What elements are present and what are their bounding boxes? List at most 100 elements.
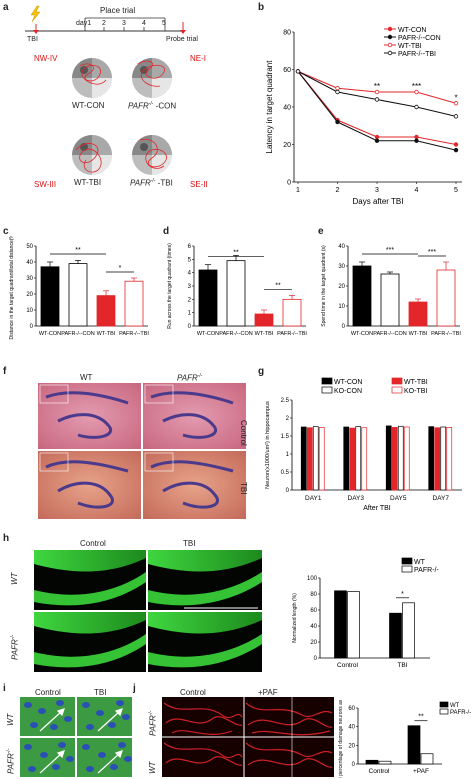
significance-label: ** [275,282,281,289]
h-fluorescence-images [34,550,262,672]
pool-label-pafr-tbi: PAFR-/- -TBI [130,178,173,188]
legend-swatch [391,386,403,394]
y-tick-label: 40 [283,104,291,111]
panel-letter-b: b [258,2,265,13]
x-tick-label: +PAF [413,768,429,775]
pool-label-pafr-con: PAFR-/- -CON [128,101,177,111]
y-tick-label: 0 [286,488,290,494]
panel-letter-d: d [163,226,170,237]
legend-swatch [391,377,403,385]
legend-marker [387,34,393,40]
panel-letter-a: a [3,2,9,13]
y-axis-label: Normalized length (%) [292,593,298,643]
y-axis-label: Distance in the target quadrant/total di… [9,236,15,340]
f-tbi-label: TBI [239,482,248,495]
y-tick-label: 60 [348,706,355,712]
significance-label: *** [428,249,436,256]
day-label-5: 5 [162,20,166,27]
panel-letter-j: j [133,683,136,694]
y-axis-label: Run across the target quadrant (times) [167,243,173,329]
pool-wt-tbi [72,135,112,175]
data-point [453,147,459,153]
significance-label: ** [75,247,81,254]
data-point [374,97,380,102]
bar [361,427,368,491]
i-neuron-images [20,697,132,777]
lightning-icon [30,5,41,23]
bar [402,602,415,659]
y-axis-label: The percentage of damage neurons axon(%) [338,700,344,778]
data-point [414,134,419,140]
y-tick-label: 0 [314,656,318,662]
bar [343,426,350,491]
significance-label: * [119,265,122,272]
bar [420,753,434,765]
pool-label-wt-con: WT-CON [72,101,105,110]
significance-label: * [401,591,404,598]
pool-pafr-con [132,58,172,98]
j-control-label: Control [180,688,206,697]
x-tick-label: WT-CON [39,331,61,337]
pool-label-wt-tbi: WT-TBI [74,178,102,187]
significance-label: *** [386,247,394,254]
x-tick-label: PAFR-/--CON [373,331,407,337]
panel-letter-i: i [3,683,6,694]
bar [124,280,144,327]
bar [198,269,218,327]
significance-label: ** [418,714,424,721]
panel-letter-e: e [318,226,324,237]
x-tick-label: PAFR-/--TBI [119,331,149,337]
legend-swatch [401,565,413,573]
significance-label: * [454,93,457,102]
bar [446,427,453,491]
bar [407,725,421,765]
bar [306,427,313,491]
panel-letter-c: c [3,226,9,237]
legend-label: WT-TBI [404,379,428,386]
legend-label: WT [450,703,460,709]
f-histology-images [38,383,246,519]
legend-label: WT-TBI [398,43,422,50]
h-tbi-label: TBI [183,539,196,548]
bar [434,427,441,491]
data-point [374,138,380,143]
bar [347,591,360,659]
quadrant-ne-label: NE-I [190,54,206,63]
probe-arrow-icon [180,22,186,34]
x-tick-label: PAFR-/--CON [219,331,253,337]
y-tick-label: 0 [342,324,346,330]
x-tick-label: 1 [296,187,300,194]
x-tick-label: 3 [375,187,379,194]
y-tick-label: 4 [188,271,192,277]
bar [282,298,302,327]
chart-d-runs: 0 1 2 3 4 5 6 Run across the target quadrant (t… [167,243,307,337]
bar [428,426,435,491]
y-tick-label: 20 [310,640,317,646]
i-tbi-label: TBI [94,688,107,697]
y-tick-label: 80 [310,592,317,598]
pool-wt-con [72,58,112,98]
x-tick-label: 4 [415,187,419,194]
day-label-2: 2 [102,20,106,27]
y-tick-label: 6 [188,244,192,250]
bar [389,612,402,659]
y-tick-label: 0 [352,762,356,768]
legend-label: PAFR-/--TBI [398,51,436,58]
data-point [414,104,419,110]
bar [378,760,392,765]
legend-label: KO-CON [334,388,362,395]
pool-pafr-tbi [132,135,172,175]
bar [312,426,319,491]
y-tick-label: 80 [283,29,291,36]
day-label-3: 3 [122,20,126,27]
h-wt-label: WT [10,572,19,585]
chart-b-latency: 0 20 40 60 80 1 2 3 4 5 Days after TBI Latency in t… [265,26,462,206]
bar [408,301,428,327]
bar [254,313,274,327]
y-tick-label: 10 [338,304,345,310]
y-tick-label: 5 [188,257,192,263]
data-point [335,89,340,95]
y-tick-label: 40 [26,260,33,266]
y-tick-label: 50 [26,244,33,250]
x-tick-label: WT-TBI [97,331,116,337]
